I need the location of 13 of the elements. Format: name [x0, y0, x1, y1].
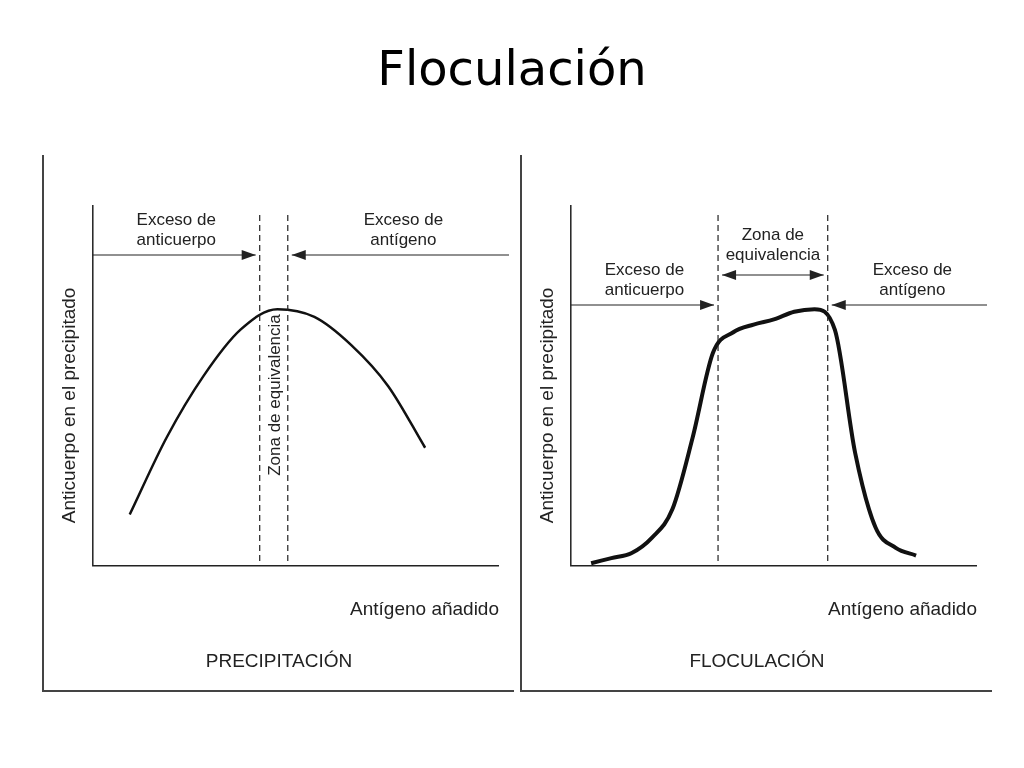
text: PRECIPITACIÓN: [204, 650, 354, 672]
text: FLOCULACIÓN: [688, 650, 826, 672]
y-axis-title: Anticuerpo en el precipitado: [57, 287, 79, 524]
chart-title: Floculación: [376, 40, 648, 96]
text: Exceso de antígeno: [872, 260, 953, 299]
x-axis-title: Antígeno añadido: [350, 597, 499, 619]
annotation: Zona de equivalencia: [264, 313, 284, 476]
y-axis-title: Anticuerpo en el precipitado: [535, 287, 557, 524]
text: Exceso de anticuerpo: [604, 260, 685, 299]
x-axis-title: Antígeno añadido: [828, 597, 977, 619]
text: Exceso de anticuerpo: [136, 210, 216, 249]
text: Exceso de antígeno: [363, 210, 444, 249]
text: Zona de equivalencia: [725, 225, 821, 264]
